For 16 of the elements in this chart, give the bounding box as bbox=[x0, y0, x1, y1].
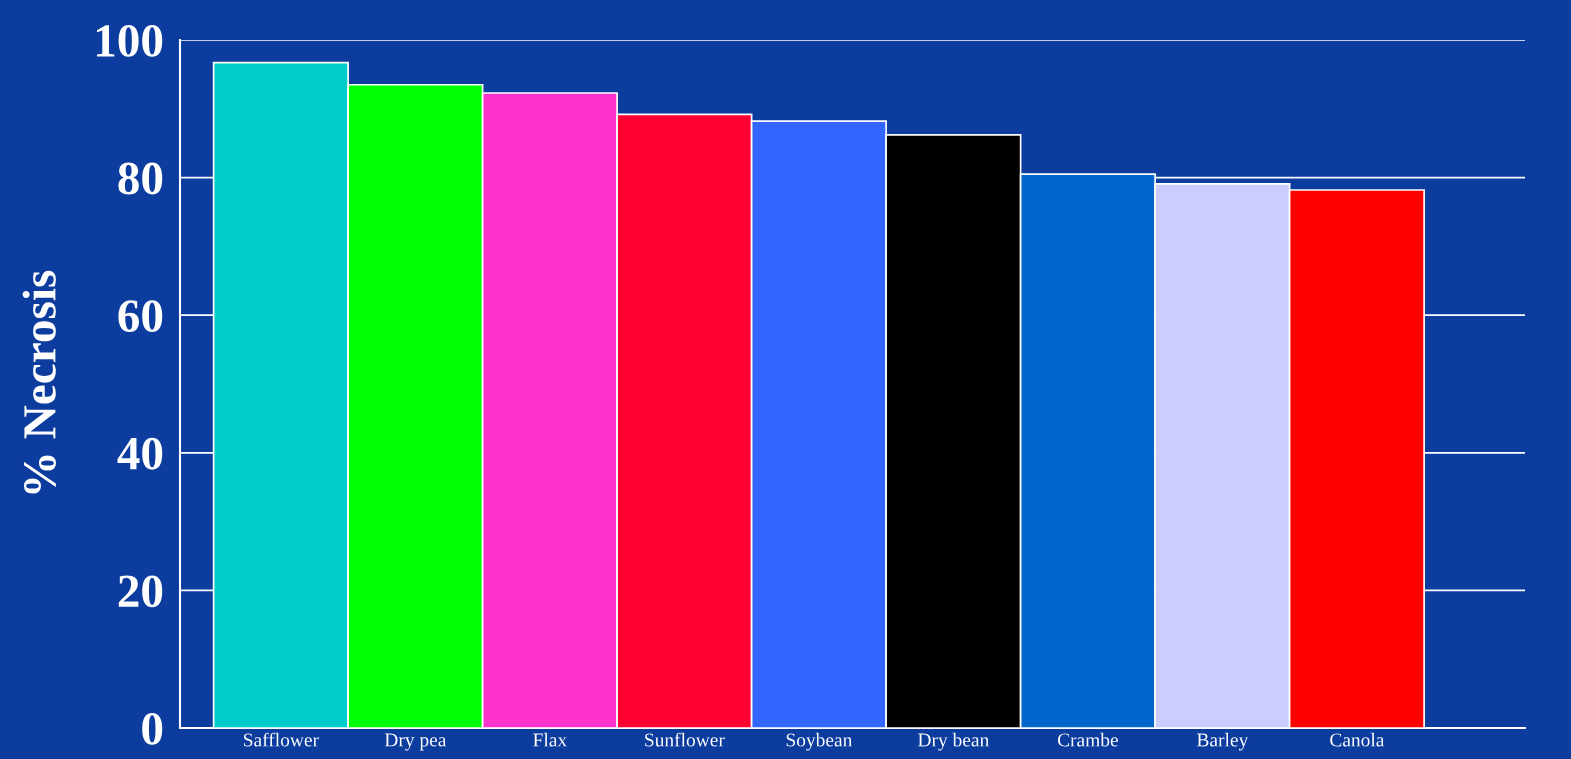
y-tick-label: 40 bbox=[117, 437, 163, 470]
y-tick-label: 80 bbox=[118, 162, 163, 195]
y-tick-label: 20 bbox=[118, 575, 163, 608]
x-tick-label: Soybean bbox=[786, 732, 853, 751]
x-tick-label: Crambe bbox=[1057, 732, 1118, 747]
y-tick-label: 100 bbox=[96, 24, 163, 57]
y-tick-label: 60 bbox=[118, 300, 163, 333]
x-tick-label: Safflower bbox=[244, 732, 319, 747]
x-tick-label: Canola bbox=[1330, 732, 1385, 747]
y-tick-label: 0 bbox=[142, 712, 163, 745]
y-axis-title: % Necrosis bbox=[22, 270, 56, 494]
x-tick-label: Dry bean bbox=[918, 732, 989, 751]
x-tick-label: Barley bbox=[1197, 732, 1249, 751]
x-tick-label: Sunflower bbox=[645, 732, 725, 747]
x-tick-label: Dry pea bbox=[384, 733, 447, 751]
x-tick-label: Flax bbox=[533, 732, 567, 747]
